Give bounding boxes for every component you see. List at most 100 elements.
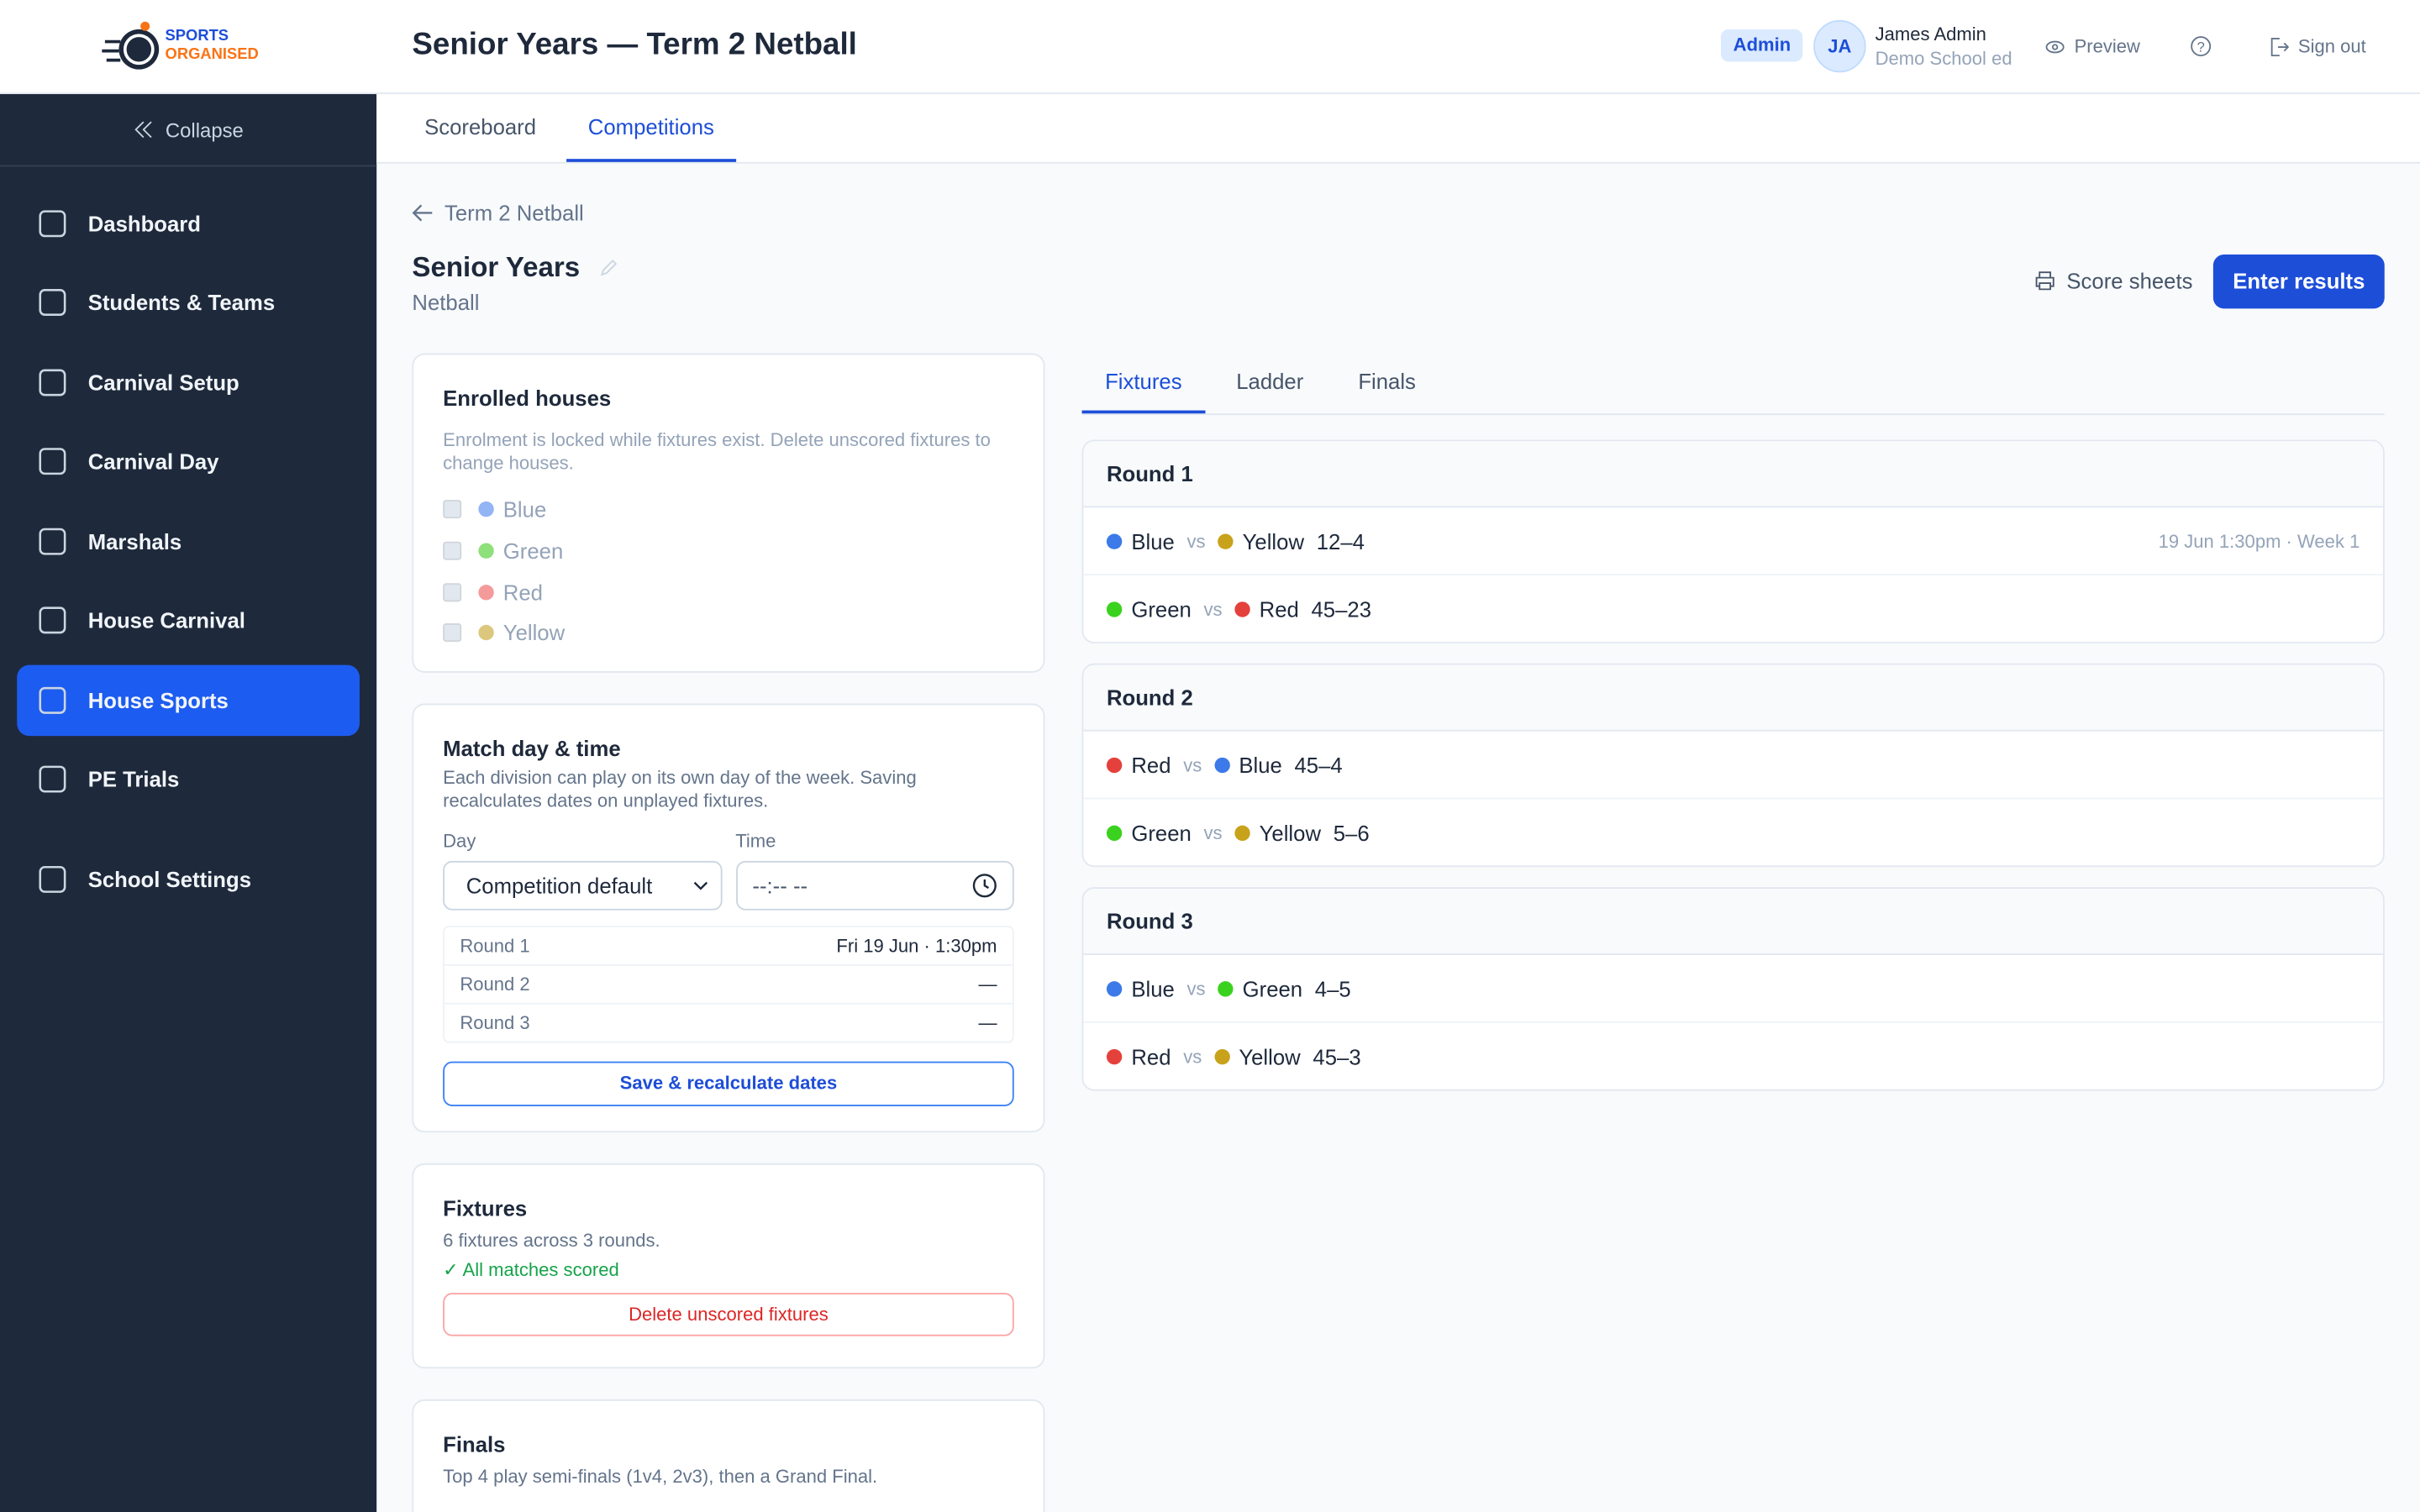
- tab[interactable]: Scoreboard: [424, 113, 537, 139]
- icon-shape: [39, 210, 66, 238]
- day-time-row: Day Competition default Time --:-- --: [443, 830, 1014, 911]
- round-date-row: Round 3 —: [444, 1002, 1013, 1042]
- card-title: Match day & time: [443, 736, 621, 761]
- breadcrumb[interactable]: Term 2 Netball: [412, 201, 584, 225]
- heading-text: Senior Years: [412, 251, 581, 283]
- round-card: Round 3 Blue vs Green 4–5 Red vs Yellow 45–3: [1081, 887, 2385, 1091]
- tab[interactable]: Competitions: [566, 94, 736, 162]
- round-title: Round 2: [1083, 664, 2383, 732]
- icon-shape: [39, 765, 66, 793]
- sub-tab[interactable]: Ladder: [1236, 368, 1304, 394]
- match-row[interactable]: Red vs Yellow 45–3: [1083, 1021, 2383, 1089]
- help-button[interactable]: ?: [2190, 35, 2212, 57]
- score-sheets-button[interactable]: Score sheets: [2034, 269, 2192, 293]
- house-dot: [1106, 756, 1123, 773]
- sidebar: Collapse Dashboard Students & Teams Carniv…: [0, 94, 377, 1512]
- icon-shape: [39, 448, 66, 475]
- user-name: James Admin: [1875, 23, 1986, 45]
- nav-item[interactable]: House Carnival: [17, 585, 360, 655]
- house-name: Red: [502, 580, 543, 605]
- card-title: Enrolled houses: [443, 386, 612, 411]
- nav-item[interactable]: PE Trials: [17, 743, 360, 814]
- match-row[interactable]: Green vs Red 45–23: [1083, 574, 2383, 642]
- house-dot: [1213, 756, 1230, 773]
- nav-item[interactable]: School Settings: [17, 844, 360, 915]
- match-row[interactable]: Green vs Yellow 5–6: [1083, 797, 2383, 866]
- nav-item[interactable]: House Sports: [17, 664, 360, 737]
- match-row[interactable]: Blue vs Green 4–5: [1083, 955, 2383, 1021]
- vs: vs: [1203, 597, 1223, 620]
- header: SPORTS ORGANISED Senior Years — Term 2 N…: [0, 0, 2420, 95]
- nav-icon: [39, 210, 66, 238]
- sign-out-icon: [2270, 37, 2289, 56]
- score: 45–3: [1313, 1043, 1361, 1068]
- time-input[interactable]: --:-- --: [735, 860, 1014, 911]
- house-dot: [478, 501, 494, 517]
- house-name: Green: [502, 538, 564, 564]
- match-row[interactable]: Red vs Blue 45–4: [1083, 732, 2383, 798]
- vs: vs: [1186, 977, 1206, 1000]
- nav-icon: [39, 289, 66, 316]
- time-field: Time --:-- --: [735, 830, 1014, 911]
- house-name: Blue: [502, 497, 547, 522]
- finals-card: Finals Top 4 play semi-finals (1v4, 2v3)…: [412, 1399, 1045, 1512]
- away-team: Yellow: [1259, 820, 1322, 845]
- enter-results-button[interactable]: Enter results: [2212, 255, 2385, 309]
- round-title: Round 1: [1083, 441, 2383, 508]
- round-label: Round 1: [460, 935, 530, 957]
- away-team: Red: [1259, 596, 1299, 622]
- page-title: Senior Years — Term 2 Netball: [412, 28, 857, 62]
- round-dates: Round 1 Fri 19 Jun · 1:30pm Round 2— Round …: [443, 926, 1014, 1043]
- nav-icon: [39, 528, 66, 555]
- nav-icon: [39, 448, 66, 475]
- card-note: Enrolment is locked while fixtures exist…: [443, 428, 991, 474]
- nav-icon: [39, 865, 66, 893]
- clock-icon: [972, 874, 997, 898]
- nav-item[interactable]: Marshals: [17, 506, 360, 576]
- nav-label: PE Trials: [87, 766, 180, 792]
- save-button[interactable]: Save & recalculate dates: [443, 1061, 1014, 1106]
- round-date: Fri 19 Jun · 1:30pm: [836, 935, 997, 957]
- house-dot: [1106, 1048, 1123, 1064]
- home-team: Green: [1131, 596, 1192, 622]
- sub-tab[interactable]: Fixtures: [1081, 354, 1206, 414]
- day-field: Day Competition default: [443, 830, 722, 911]
- delete-button[interactable]: Delete unscored fixtures: [443, 1293, 1014, 1336]
- match-meta: 19 Jun 1:30pm · Week 1: [2158, 529, 2360, 552]
- sub-tab[interactable]: Finals: [1358, 368, 1416, 394]
- nav-item[interactable]: Carnival Day: [17, 426, 360, 496]
- avatar[interactable]: JA: [1813, 19, 1866, 73]
- match-row[interactable]: Blue vs Yellow 12–4 19 Jun 1:30pm · Week 1: [1083, 507, 2383, 574]
- collapse-button[interactable]: Collapse: [0, 94, 377, 167]
- chevron-icon: [692, 881, 708, 890]
- school-name: Demo School ed: [1875, 47, 2012, 70]
- nav-icon: [39, 369, 66, 396]
- icon-shape: [39, 606, 66, 634]
- preview-button[interactable]: Preview: [2045, 35, 2140, 57]
- logo-text: SPORTS ORGANISED: [166, 28, 259, 65]
- day-select[interactable]: Competition default: [443, 860, 722, 911]
- fixtures-card: Fixtures 6 fixtures across 3 rounds. ✓ A…: [412, 1163, 1045, 1369]
- nav-label: Carnival Day: [87, 449, 219, 474]
- vs: vs: [1186, 529, 1206, 552]
- sign-out-button[interactable]: Sign out: [2269, 35, 2366, 57]
- round-title: Round 3: [1083, 888, 2383, 955]
- house-row: Blue: [443, 489, 1014, 530]
- round-date-row: Round 1 Fri 19 Jun · 1:30pm: [445, 927, 1013, 964]
- nav-item[interactable]: Dashboard: [17, 188, 360, 259]
- home-team: Green: [1131, 820, 1192, 845]
- house-row: Yellow: [443, 612, 1014, 654]
- house-dot: [1234, 601, 1250, 617]
- house-dot: [1106, 533, 1123, 549]
- nav-icon: [39, 765, 66, 793]
- house-dot: [1213, 1048, 1230, 1064]
- nav-label: House Carnival: [87, 607, 245, 633]
- nav-label: Students & Teams: [87, 290, 276, 315]
- round-date-row: Round 2 —: [444, 963, 1013, 1003]
- score: 5–6: [1333, 820, 1370, 845]
- nav-item[interactable]: Students & Teams: [17, 267, 360, 338]
- nav-item[interactable]: Carnival Setup: [17, 347, 360, 417]
- edit-icon[interactable]: [598, 259, 617, 277]
